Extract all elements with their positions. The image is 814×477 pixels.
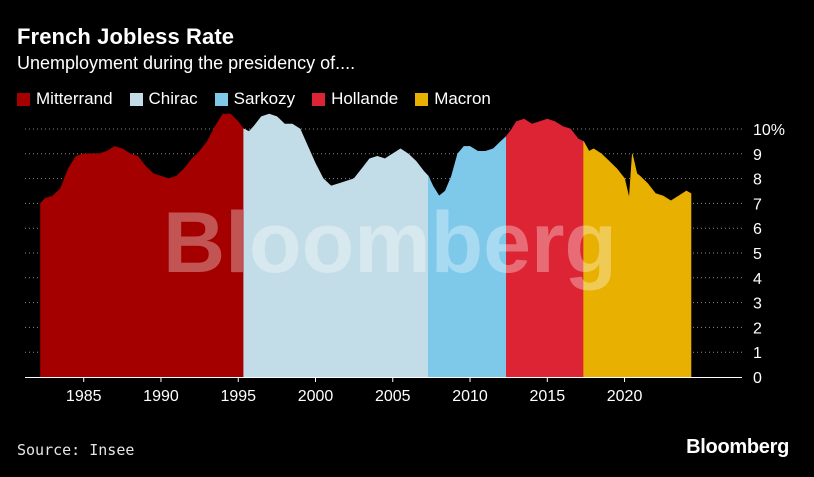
- area-layer: [40, 113, 692, 378]
- brand-logo: Bloomberg: [686, 436, 789, 458]
- legend-swatch-chirac: [129, 92, 143, 106]
- area-macron: [583, 141, 692, 378]
- legend-swatch-hollande: [312, 92, 326, 106]
- x-tick-label-1990: 1990: [143, 388, 179, 405]
- chart-title: French Jobless Rate: [17, 24, 235, 49]
- watermark-text: Bloomberg: [163, 195, 617, 291]
- y-tick-label-5: 5: [753, 246, 762, 263]
- area-mitterrand: [40, 113, 244, 378]
- y-tick-label-9: 9: [753, 147, 762, 164]
- legend-item-chirac: Chirac: [129, 89, 198, 109]
- legend-label-mitterrand: Mitterrand: [36, 89, 113, 108]
- legend-label-macron: Macron: [434, 89, 491, 108]
- y-tick-label-6: 6: [753, 221, 762, 238]
- y-tick-label-1: 1: [753, 345, 762, 362]
- legend-swatch-sarkozy: [214, 92, 228, 106]
- axis-layer: 0 1 2 3 4 5 6 7 8 9 10% 1985 1990 1995 2000 2005 2010 201…: [25, 122, 785, 405]
- area-sarkozy: [428, 135, 507, 378]
- area-hollande: [506, 118, 584, 378]
- x-tick-label-1995: 1995: [220, 388, 256, 405]
- legend-item-mitterrand: Mitterrand: [17, 89, 113, 109]
- y-tick-label-3: 3: [753, 296, 762, 313]
- source-note: Source: Insee: [17, 441, 135, 459]
- x-tick-label-2020: 2020: [607, 388, 643, 405]
- x-tick-label-2000: 2000: [298, 388, 334, 405]
- y-tick-label-8: 8: [753, 172, 762, 189]
- legend-item-sarkozy: Sarkozy: [214, 89, 296, 109]
- y-tick-label-10: 10%: [753, 122, 785, 139]
- legend: Mitterrand Chirac Sarkozy Hollande Macro…: [17, 89, 508, 109]
- legend-swatch-mitterrand: [17, 92, 30, 106]
- chart-subtitle: Unemployment during the presidency of...…: [17, 53, 356, 73]
- y-tick-label-2: 2: [753, 320, 762, 337]
- area-chirac: [243, 113, 429, 378]
- x-tick-label-1985: 1985: [66, 388, 102, 405]
- legend-label-hollande: Hollande: [331, 89, 399, 108]
- legend-label-chirac: Chirac: [148, 89, 198, 108]
- y-tick-label-0: 0: [753, 370, 762, 387]
- legend-swatch-macron: [415, 92, 429, 106]
- y-tick-label-7: 7: [753, 196, 762, 213]
- x-tick-label-2010: 2010: [452, 388, 488, 405]
- legend-item-macron: Macron: [415, 89, 491, 109]
- y-tick-label-4: 4: [753, 271, 762, 288]
- legend-item-hollande: Hollande: [312, 89, 398, 109]
- x-tick-label-2015: 2015: [530, 388, 566, 405]
- x-tick-label-2005: 2005: [375, 388, 411, 405]
- legend-label-sarkozy: Sarkozy: [233, 89, 296, 108]
